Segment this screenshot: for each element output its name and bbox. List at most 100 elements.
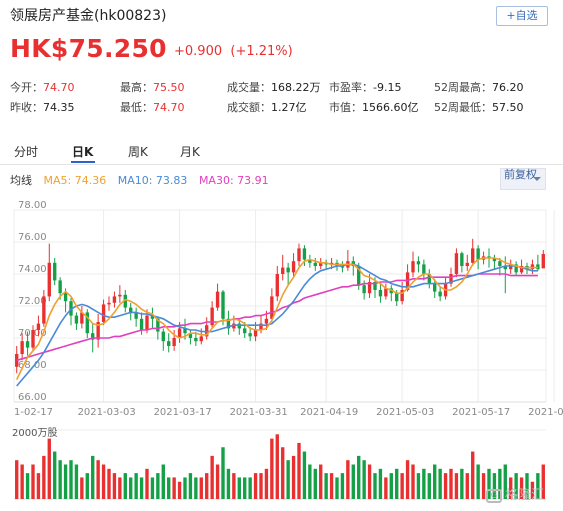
ma10-line xyxy=(16,263,538,387)
legend-ma5: MA5: 74.36 xyxy=(43,174,107,187)
candle-body xyxy=(80,312,84,324)
x-tick-label: 2021-03-17 xyxy=(154,407,212,418)
volume-bar xyxy=(286,460,290,499)
y-tick-label: 66.00 xyxy=(18,392,47,403)
volume-bar xyxy=(449,468,453,499)
volume-bar xyxy=(433,464,437,499)
current-price: HK$75.250 xyxy=(10,34,167,63)
candle-body xyxy=(259,323,263,330)
candle-body xyxy=(112,296,117,303)
candle-body xyxy=(319,262,323,266)
volume-bar xyxy=(427,473,431,499)
volume-bar xyxy=(351,464,355,499)
y-tick-label: 68.00 xyxy=(18,360,47,371)
candle-body xyxy=(123,294,127,308)
volume-bar xyxy=(69,460,73,499)
add-watchlist-button[interactable]: +自选 xyxy=(496,6,548,26)
x-tick-label: 1-02-17 xyxy=(14,407,53,418)
tab-intraday[interactable]: 分时 xyxy=(14,145,39,159)
volume-bar xyxy=(259,473,263,499)
candle-body xyxy=(308,259,312,263)
volume-bar xyxy=(471,451,475,499)
candle-body xyxy=(188,333,193,338)
x-tick-label: 2021-03-03 xyxy=(78,407,136,418)
volume-bar xyxy=(123,473,127,499)
volume-bar xyxy=(188,473,193,499)
volume-bar xyxy=(378,468,383,499)
candle-body xyxy=(205,325,209,337)
watermark-logo-icon: G xyxy=(486,488,502,503)
legend-ma10: MA10: 73.83 xyxy=(117,174,188,187)
stat-label: 52周最高： xyxy=(434,81,492,94)
tab-monthly-k[interactable]: 月K xyxy=(180,145,200,159)
tab-daily-k[interactable]: 日K xyxy=(72,145,94,159)
volume-bar xyxy=(215,464,220,499)
chart-tabs: 分时 日K 周K 月K xyxy=(0,136,563,165)
stat-value: 75.50 xyxy=(153,81,185,94)
candle-body xyxy=(433,283,437,292)
candle-body xyxy=(36,323,41,330)
candle-body xyxy=(167,341,171,346)
volume-bar xyxy=(63,464,68,499)
candle-body xyxy=(264,318,269,324)
volume-bar xyxy=(460,468,464,499)
volume-bar xyxy=(530,481,535,499)
volume-bar xyxy=(15,460,19,499)
chevron-down-icon xyxy=(533,177,541,181)
volume-bar xyxy=(20,464,24,499)
volume-bar xyxy=(167,477,171,499)
candle-body xyxy=(91,333,95,340)
candle-body xyxy=(498,261,502,266)
candle-body xyxy=(400,290,404,302)
stat-label: 最高： xyxy=(120,81,153,94)
volume-bar xyxy=(270,438,274,499)
candle-body xyxy=(357,266,361,286)
volume-bar xyxy=(177,481,182,499)
volume-bar xyxy=(411,464,415,499)
volume-bar xyxy=(118,477,122,499)
volume-bar xyxy=(525,473,529,499)
volume-bar xyxy=(42,455,46,499)
candle-body xyxy=(286,267,290,273)
stat-label: 市值： xyxy=(329,101,362,114)
volume-bar xyxy=(400,473,404,499)
ma5-line xyxy=(15,257,538,380)
candle-body xyxy=(161,331,165,342)
candle-body xyxy=(530,264,535,270)
stat-item: 市值：1566.60亿 xyxy=(329,99,419,115)
candle-body xyxy=(63,293,68,302)
candle-body xyxy=(275,274,279,297)
volume-bar xyxy=(183,477,187,499)
volume-bar xyxy=(519,477,524,499)
volume-bar xyxy=(194,477,198,499)
volume-bar xyxy=(226,468,231,499)
candle-body xyxy=(118,294,122,297)
candle-body xyxy=(416,261,421,265)
candle-body xyxy=(411,261,415,273)
tab-weekly-k[interactable]: 周K xyxy=(128,145,148,159)
volume-bar xyxy=(297,442,301,499)
stat-value: 168.22万 xyxy=(271,81,321,94)
price-adjust-dropdown[interactable]: 前复权 xyxy=(500,168,546,190)
volume-bar xyxy=(405,460,410,499)
volume-bar xyxy=(324,473,328,499)
volume-bar xyxy=(541,464,545,499)
volume-bar xyxy=(465,473,469,499)
volume-bar xyxy=(25,473,30,499)
stat-value: -9.15 xyxy=(373,81,402,94)
candle-body xyxy=(20,341,24,354)
volume-bar xyxy=(145,468,149,499)
ma-legend: 均线 MA5: 74.36 MA10: 73.83 MA30: 73.91 xyxy=(10,172,277,188)
x-tick-label: 2021-05-03 xyxy=(376,407,434,418)
price-adjust-label: 前复权 xyxy=(504,168,537,181)
candle-body xyxy=(150,315,155,319)
stat-item: 52周最高：76.20 xyxy=(434,79,524,95)
stat-item: 52周最低：57.50 xyxy=(434,99,524,115)
volume-bar xyxy=(96,460,100,499)
volume-bar xyxy=(313,468,317,499)
volume-bar xyxy=(395,468,399,499)
volume-bar xyxy=(438,468,442,499)
volume-bar xyxy=(31,464,35,499)
candle-body xyxy=(471,248,475,263)
stat-value: 57.50 xyxy=(492,101,524,114)
